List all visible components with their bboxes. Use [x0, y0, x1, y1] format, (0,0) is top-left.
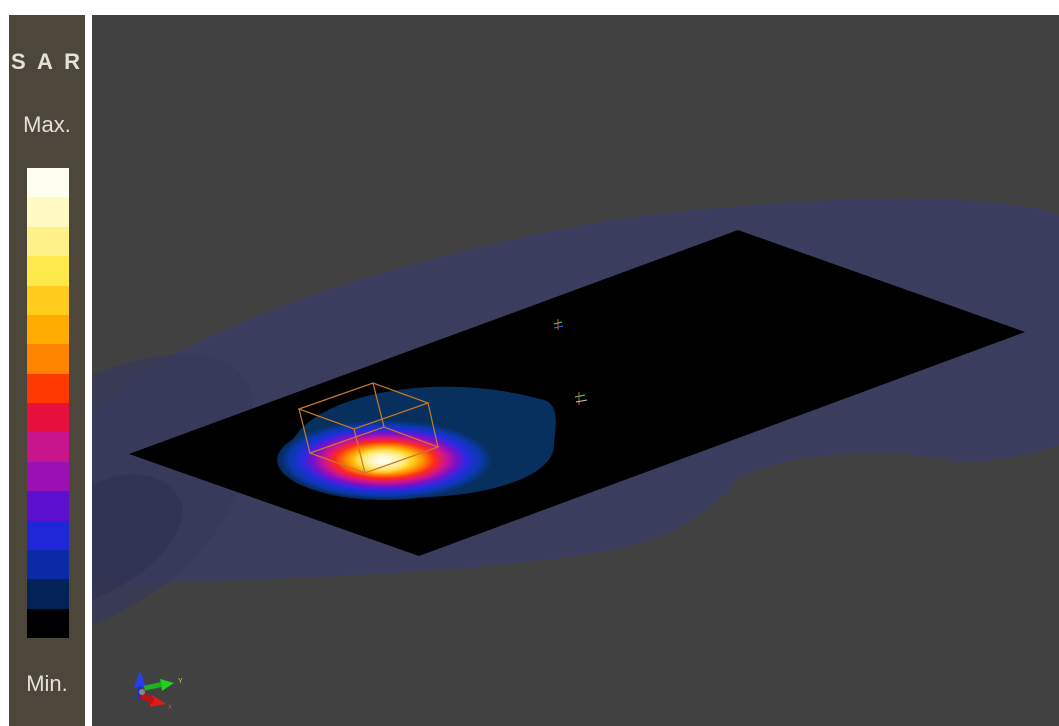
field-envelope-cutout [730, 453, 952, 521]
colorbar-swatch [27, 168, 69, 198]
colorbar-swatch [27, 403, 69, 433]
colorbar-swatch [27, 373, 69, 403]
3d-viewport[interactable]: Y X [92, 15, 1059, 726]
colorbar-swatch [27, 197, 69, 227]
svg-text:Y: Y [178, 678, 183, 685]
scene-canvas[interactable]: Y X [92, 15, 1059, 726]
colorbar-swatch [27, 285, 69, 315]
probe-cube-wireframe [297, 382, 440, 474]
field-shell-left-inner [92, 474, 183, 600]
sar-colorbar [27, 168, 69, 638]
legend-title: S A R [10, 49, 84, 74]
colorbar-swatch [27, 256, 69, 286]
colorbar-swatch [27, 344, 69, 374]
colorbar-swatch [27, 608, 69, 638]
colorbar-swatch [27, 520, 69, 550]
sar-legend-panel: S A R Max. Min. [9, 15, 85, 726]
legend-min-label: Min. [26, 671, 68, 696]
probe-marker-icon [553, 319, 588, 405]
svg-text:X: X [168, 705, 172, 711]
colorbar-swatch [27, 491, 69, 521]
sar-peak-glow [354, 447, 410, 475]
legend-max-label: Max. [23, 112, 71, 137]
colorbar-swatch [27, 549, 69, 580]
colorbar-swatch [27, 432, 69, 462]
colorbar-swatch [27, 461, 69, 492]
axes-triad-icon[interactable]: Y X [134, 671, 183, 711]
colorbar-swatch [27, 579, 69, 609]
colorbar-swatch [27, 314, 69, 345]
colorbar-swatch [27, 226, 69, 257]
